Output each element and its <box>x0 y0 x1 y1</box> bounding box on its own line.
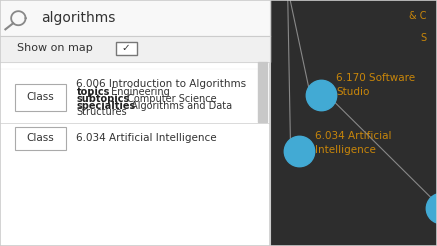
Text: & C: & C <box>409 11 426 21</box>
Text: Computer Science: Computer Science <box>124 94 216 104</box>
Bar <box>0 0 270 246</box>
FancyBboxPatch shape <box>15 84 66 111</box>
FancyBboxPatch shape <box>15 127 66 150</box>
Text: algorithms: algorithms <box>42 12 116 25</box>
Text: 6.170 Software
Studio: 6.170 Software Studio <box>336 73 416 97</box>
Text: Class: Class <box>27 92 54 102</box>
Text: Structures: Structures <box>76 108 127 117</box>
Text: subtopics: subtopics <box>76 94 130 104</box>
Text: Engineering: Engineering <box>108 87 170 97</box>
Text: S: S <box>420 33 426 43</box>
Bar <box>0 0 270 36</box>
Point <box>318 93 325 97</box>
Text: specialties: specialties <box>76 101 136 111</box>
Text: 6.034 Artificial Intelligence: 6.034 Artificial Intelligence <box>76 133 217 143</box>
Text: 6.034 Artificial
Intelligence: 6.034 Artificial Intelligence <box>315 131 391 155</box>
Text: 6.006 Introduction to Algorithms: 6.006 Introduction to Algorithms <box>76 79 246 89</box>
Bar <box>270 0 437 246</box>
Text: ✓: ✓ <box>122 43 131 53</box>
Bar <box>0 36 270 62</box>
Bar <box>116 42 137 55</box>
Text: Show on map: Show on map <box>17 44 93 53</box>
Text: topics: topics <box>76 87 110 97</box>
Text: Algorithms and Data: Algorithms and Data <box>128 101 232 111</box>
Bar <box>258 62 267 122</box>
Text: Class: Class <box>27 133 54 143</box>
Point <box>296 149 303 153</box>
